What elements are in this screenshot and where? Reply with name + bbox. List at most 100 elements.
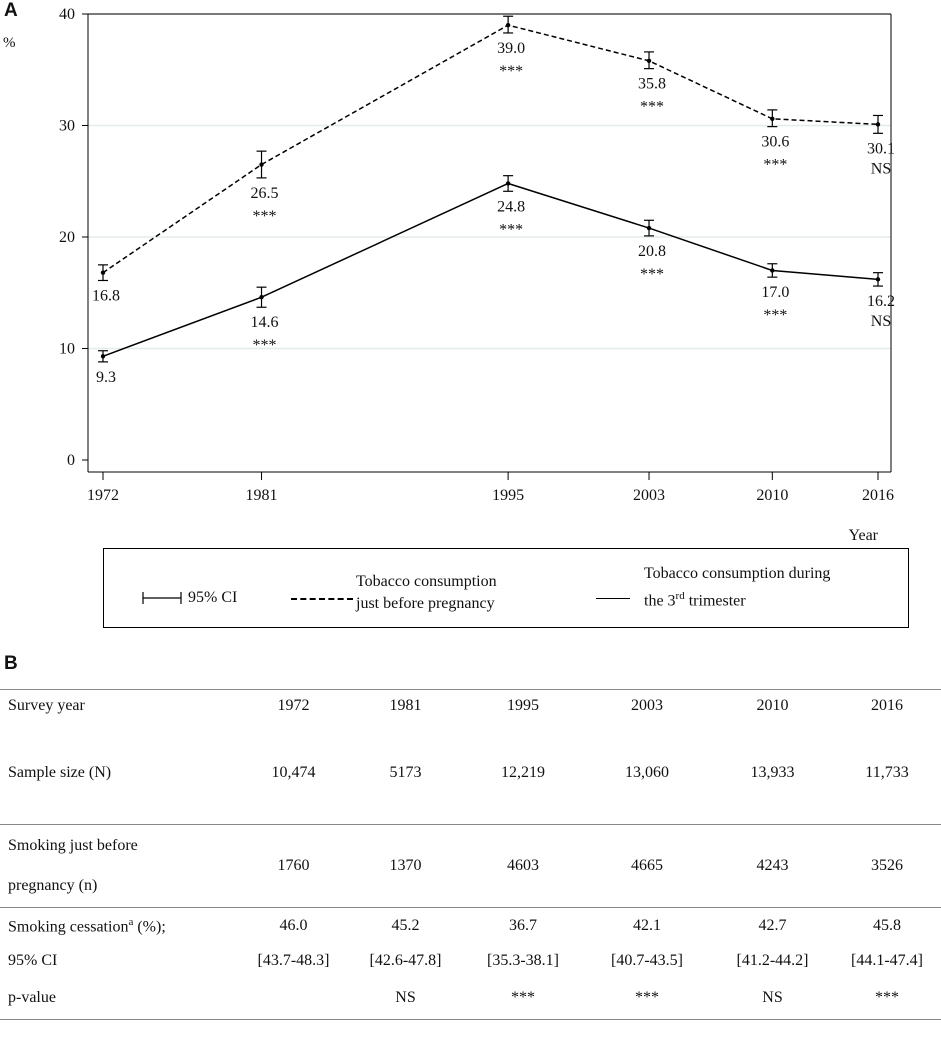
table-row-header: Survey year 1972 1981 1995 2003 2010 201… — [0, 689, 941, 722]
data-point — [770, 116, 775, 122]
data-point — [100, 270, 106, 275]
chart-data-labels: 16.8 26.5 *** 39.0 *** 35.8 *** 30.6 *** 30.1 NS 9.… — [92, 40, 895, 386]
table-cell: 10,474 — [271, 763, 316, 781]
data-point — [646, 58, 652, 64]
legend-solid-line — [596, 598, 630, 599]
table-cell: [40.7-43.5] — [611, 951, 683, 969]
data-point — [875, 277, 881, 282]
x-tick-label: 2016 — [862, 487, 894, 504]
table-row-ci: 95% CI [43.7-48.3] [42.6-47.8] [35.3-38.… — [0, 944, 941, 978]
table-cell: 2016 — [833, 689, 941, 722]
panel-b-label: B — [4, 653, 18, 674]
significance-label: *** — [499, 221, 523, 238]
chart-axes: 0 10 20 30 40% 1972 1981 1995 2003 2010 2016 Year — [3, 6, 894, 544]
y-tick-label: 10 — [59, 341, 75, 358]
x-tick-label: 1981 — [246, 487, 278, 504]
table-cell: 45.8 — [833, 907, 941, 944]
table-cell: 2003 — [582, 689, 712, 722]
x-tick-label: 1995 — [492, 487, 524, 504]
table-cell: 11,733 — [865, 763, 909, 781]
legend-dashed-line — [291, 598, 353, 600]
table-row-cessation: Smoking cessationa (%); 46.0 45.2 36.7 4… — [0, 907, 941, 944]
row-label: 95% CI — [8, 951, 58, 969]
data-point — [505, 22, 511, 28]
legend-ci-label: 95% CI — [188, 589, 238, 606]
panel-a-label: A — [4, 0, 18, 21]
table-cell: 1981 — [347, 689, 464, 722]
table-cell: *** — [464, 977, 582, 1020]
data-label: 30.1 — [867, 140, 895, 157]
data-label: 30.6 — [761, 134, 789, 151]
table-cell: 1370 — [347, 824, 464, 908]
data-label: 26.5 — [251, 185, 279, 202]
table-cell: [35.3-38.1] — [487, 951, 559, 969]
y-tick-label: 20 — [59, 229, 75, 246]
data-label: 14.6 — [251, 314, 279, 331]
table-cell: 13,933 — [750, 763, 795, 781]
data-label: 39.0 — [497, 40, 525, 57]
significance-label: NS — [871, 160, 891, 177]
row-label: Survey year — [0, 689, 240, 722]
table-cell: 45.2 — [347, 907, 464, 944]
table-cell: 4243 — [712, 824, 833, 908]
significance-label: *** — [253, 337, 277, 354]
table-row-pvalue: p-value NS *** *** NS *** — [0, 977, 941, 1020]
table-cell: *** — [833, 977, 941, 1020]
table-cell: 3526 — [833, 824, 941, 908]
row-label: Sample size (N) — [8, 763, 112, 781]
series-line — [102, 24, 879, 274]
table-cell: 46.0 — [240, 907, 347, 944]
data-point — [259, 162, 264, 167]
table-cell: [43.7-48.3] — [257, 951, 330, 969]
y-tick-label: 0 — [67, 452, 75, 469]
table-cell: *** — [582, 977, 712, 1020]
y-tick-label: 30 — [59, 118, 75, 135]
table-cell: 42.7 — [712, 907, 833, 944]
table-cell: 1760 — [240, 824, 347, 908]
table-cell: 36.7 — [464, 907, 582, 944]
y-tick-label: 40 — [59, 6, 75, 23]
table-cell: 1972 — [240, 689, 347, 722]
y-axis-label: % — [3, 35, 16, 51]
table-row-sample-size: Sample size (N) 10,474 5173 12,219 13,06… — [0, 722, 941, 825]
table-cell: NS — [347, 977, 464, 1020]
significance-label: *** — [640, 266, 664, 283]
x-tick-label: 1972 — [87, 487, 119, 504]
chart-series — [98, 15, 883, 363]
table-cell: [42.6-47.8] — [369, 951, 442, 969]
series-line — [102, 182, 879, 358]
x-axis-label: Year — [849, 527, 879, 544]
table-cell: 5173 — [389, 763, 422, 781]
data-label: 16.2 — [867, 293, 895, 310]
data-point — [770, 268, 775, 273]
table-cell: 4603 — [464, 824, 582, 908]
table-cell: 13,060 — [625, 763, 669, 781]
data-label: 20.8 — [638, 243, 666, 260]
data-point — [875, 122, 881, 127]
significance-label: *** — [640, 99, 664, 116]
row-label: p-value — [0, 977, 240, 1020]
x-tick-label: 2010 — [756, 487, 788, 504]
table-cell: 2010 — [712, 689, 833, 722]
data-label: 17.0 — [761, 284, 789, 301]
chart-legend: 95% CI Tobacco consumption just before p… — [103, 548, 909, 628]
table-cell: [41.2-44.2] — [736, 951, 809, 969]
data-label: 24.8 — [497, 198, 525, 215]
significance-label: *** — [499, 63, 523, 80]
table-cell — [240, 977, 347, 1020]
data-point — [646, 225, 652, 231]
table-cell: 1995 — [464, 689, 582, 722]
table-cell: 4665 — [582, 824, 712, 908]
significance-label: *** — [763, 307, 787, 324]
ci-legend-icon — [142, 592, 182, 604]
row-label: Smoking just before pregnancy (n) — [0, 824, 240, 908]
data-point — [100, 354, 106, 359]
data-point — [259, 295, 264, 300]
row-label: Smoking cessationa (%); — [0, 907, 240, 944]
data-label: 16.8 — [92, 287, 120, 304]
data-point — [505, 181, 511, 186]
legend-dashed-label: Tobacco consumption just before pregnanc… — [356, 573, 497, 612]
table-row-smoking: Smoking just before pregnancy (n) 1760 13… — [0, 824, 941, 908]
line-chart: 0 10 20 30 40% 1972 1981 1995 2003 2010 2016 Year 1… — [3, 6, 895, 544]
table-cell: 42.1 — [582, 907, 712, 944]
